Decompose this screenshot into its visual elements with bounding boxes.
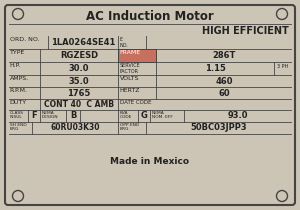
Text: CONT 40  C AMB: CONT 40 C AMB: [44, 100, 114, 109]
Text: NEMA
DESIGN: NEMA DESIGN: [41, 111, 58, 119]
Text: Made in Mexico: Made in Mexico: [110, 158, 190, 167]
Text: OPP END
BRG: OPP END BRG: [119, 123, 139, 131]
Text: 1.15: 1.15: [205, 64, 225, 73]
Text: E
NO.: E NO.: [119, 37, 128, 48]
Text: CLASS
INSUL: CLASS INSUL: [10, 111, 23, 119]
Text: NEMA
NOM. EFF: NEMA NOM. EFF: [152, 111, 172, 119]
Text: G: G: [141, 112, 147, 121]
Text: 93.0: 93.0: [228, 112, 248, 121]
Text: KVA
CODE: KVA CODE: [119, 111, 132, 119]
Text: 286T: 286T: [212, 51, 236, 60]
Text: SH END
BRG: SH END BRG: [10, 123, 26, 131]
Circle shape: [277, 8, 287, 20]
Text: 35.0: 35.0: [69, 76, 89, 85]
Text: H.P.: H.P.: [10, 63, 21, 68]
Text: 1765: 1765: [67, 88, 91, 97]
Circle shape: [277, 190, 287, 202]
Circle shape: [13, 8, 23, 20]
Text: DATE CODE: DATE CODE: [119, 100, 151, 105]
Text: 3 PH: 3 PH: [278, 64, 289, 70]
Text: 60RU03K30: 60RU03K30: [50, 123, 100, 133]
Text: 30.0: 30.0: [69, 64, 89, 73]
Text: VOLTS: VOLTS: [119, 76, 139, 81]
Text: F: F: [31, 112, 37, 121]
Text: TYPE: TYPE: [10, 50, 25, 55]
Text: AC Induction Motor: AC Induction Motor: [86, 10, 214, 23]
Text: FRAME: FRAME: [119, 50, 141, 55]
FancyBboxPatch shape: [5, 5, 295, 205]
Text: 460: 460: [215, 76, 233, 85]
Text: 1LA0264SE41: 1LA0264SE41: [51, 38, 115, 47]
Text: 50BC03JPP3: 50BC03JPP3: [191, 123, 247, 133]
Text: HIGH EFFICIENT: HIGH EFFICIENT: [202, 25, 289, 35]
Text: DUTY: DUTY: [10, 100, 27, 105]
Text: RGZESD: RGZESD: [60, 51, 98, 60]
Text: HERTZ: HERTZ: [119, 88, 140, 93]
Text: AMPS.: AMPS.: [10, 76, 28, 81]
Text: B: B: [70, 112, 76, 121]
Text: R.P.M.: R.P.M.: [10, 88, 28, 93]
Circle shape: [13, 190, 23, 202]
Text: 60: 60: [218, 88, 230, 97]
Text: ORD. NO.: ORD. NO.: [10, 37, 39, 42]
Text: SERVICE
FACTOR: SERVICE FACTOR: [119, 63, 140, 74]
Bar: [118, 49, 156, 62]
